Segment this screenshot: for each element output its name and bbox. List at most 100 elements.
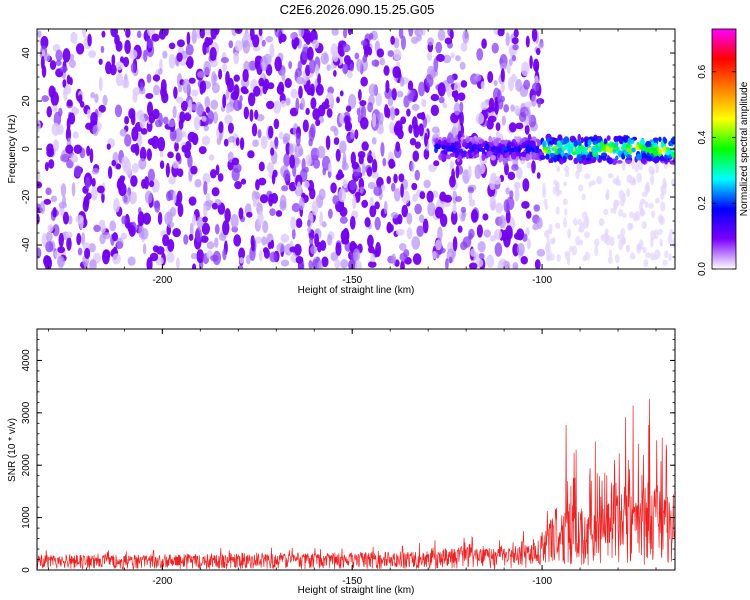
spectrogram-noise-cell — [643, 259, 649, 267]
spectrogram-noise-cell — [202, 216, 208, 223]
spectrogram-noise-cell — [430, 93, 440, 102]
spectrogram-noise-cell — [233, 51, 240, 65]
spectrogram-noise-cell — [277, 81, 285, 95]
spectrogram-signal-cell — [548, 140, 555, 145]
spectrogram-noise-cell — [430, 69, 437, 79]
spectrogram-noise-cell — [312, 39, 320, 49]
spectrogram-noise-cell — [70, 154, 78, 163]
spectrogram-noise-cell — [307, 226, 312, 234]
spectrogram-noise-cell — [433, 160, 440, 167]
spectrogram-noise-cell — [360, 105, 367, 121]
spectrogram-noise-cell — [72, 131, 79, 139]
spectrogram-noise-cell — [603, 208, 609, 216]
spectrogram-noise-cell — [280, 100, 287, 108]
spectrogram-noise-cell — [367, 234, 374, 248]
spectrogram-noise-cell — [274, 29, 282, 38]
spectrogram-noise-cell — [282, 136, 289, 145]
spectrogram-signal-cell — [591, 145, 597, 153]
spectrogram-signal-cell — [493, 149, 498, 154]
spectrogram-noise-cell — [629, 252, 636, 260]
spectrogram-noise-cell — [122, 56, 130, 68]
spectrogram-noise-cell — [71, 181, 76, 197]
spectrogram-noise-cell — [636, 243, 642, 254]
spectrogram-signal-cell — [535, 145, 540, 151]
spectrogram-noise-cell — [186, 31, 191, 46]
spectrogram-noise-cell — [470, 248, 476, 257]
spectrogram-noise-cell — [443, 194, 453, 203]
spectrogram-noise-cell — [218, 132, 223, 141]
spectrogram-noise-cell — [201, 115, 207, 122]
spectrogram-cells — [37, 29, 675, 269]
spectrogram-noise-cell — [615, 175, 620, 186]
spectrogram-noise-cell — [393, 188, 401, 202]
spectrogram-noise-cell — [270, 192, 279, 204]
spectrogram-noise-cell — [424, 132, 428, 147]
spectrogram-noise-cell — [505, 225, 513, 240]
spectrogram-noise-cell — [536, 172, 541, 179]
spectrogram-noise-cell — [442, 102, 447, 109]
spectrogram-noise-cell — [667, 234, 673, 245]
spectrogram-noise-cell — [502, 262, 509, 269]
spectrogram-noise-cell — [349, 240, 357, 252]
spectrogram-signal-cell — [437, 139, 442, 145]
spectrogram-noise-cell — [520, 61, 530, 77]
spectrogram-signal-cell — [472, 143, 478, 150]
spectrogram-noise-cell — [367, 261, 377, 268]
spectrogram-noise-cell — [75, 214, 84, 224]
spectrogram-noise-cell — [364, 217, 371, 228]
spectrogram-noise-cell — [258, 177, 267, 186]
spectrogram-signal-cell — [525, 153, 531, 161]
spectrogram-noise-cell — [294, 243, 302, 256]
spectrogram-noise-cell — [263, 78, 270, 91]
spectrogram-noise-cell — [452, 190, 458, 205]
spectrogram-noise-cell — [273, 118, 280, 130]
spectrogram-noise-cell — [196, 216, 204, 229]
spectrogram-noise-cell — [258, 29, 263, 37]
spectrogram-noise-cell — [621, 236, 627, 246]
spectrogram-noise-cell — [111, 159, 117, 167]
spectrogram-noise-cell — [57, 255, 65, 268]
spectrogram-noise-cell — [359, 99, 367, 107]
spectrogram-noise-cell — [288, 60, 293, 69]
spectrogram-noise-cell — [144, 190, 153, 204]
spectrogram-noise-cell — [43, 255, 51, 267]
spectrogram-noise-cell — [638, 202, 643, 213]
spectrogram-signal-cell — [496, 147, 502, 153]
spectrogram-noise-cell — [298, 85, 303, 99]
spectrogram-noise-cell — [362, 54, 368, 63]
spectrogram-noise-cell — [451, 125, 458, 139]
spectrogram-noise-cell — [457, 92, 466, 102]
spectrogram-signal-cell — [645, 140, 652, 148]
spectrogram-noise-cell — [400, 116, 407, 125]
spectrogram-noise-cell — [127, 256, 136, 266]
spectrogram-noise-cell — [209, 46, 217, 61]
spectrogram-noise-cell — [167, 151, 174, 159]
spectrogram-noise-cell — [142, 243, 147, 255]
spectrogram-noise-cell — [43, 198, 52, 205]
spectrogram-noise-cell — [349, 180, 357, 191]
spectrogram-noise-cell — [128, 49, 138, 60]
spectrogram-noise-cell — [210, 99, 219, 110]
spectrogram-noise-cell — [622, 212, 627, 218]
spectrogram-noise-cell — [222, 93, 227, 109]
spectrogram-signal-cell — [614, 141, 619, 147]
spectrogram-noise-cell — [419, 214, 425, 224]
spectrogram-noise-cell — [335, 242, 342, 256]
spectrogram-noise-cell — [130, 62, 136, 73]
spectrogram-noise-cell — [543, 230, 549, 238]
spectrogram-noise-cell — [494, 100, 499, 115]
spectrogram-noise-cell — [584, 251, 591, 261]
spectrogram-noise-cell — [319, 211, 324, 227]
spectrogram-noise-cell — [468, 199, 476, 207]
spectrogram-noise-cell — [357, 150, 366, 159]
spectrogram-noise-cell — [474, 73, 482, 82]
spectrogram-noise-cell — [145, 92, 154, 100]
spectrogram-noise-cell — [608, 249, 613, 257]
spectrogram-noise-cell — [427, 201, 436, 217]
spectrogram-noise-cell — [423, 148, 430, 160]
spectrogram-noise-cell — [407, 80, 414, 91]
spectrogram-noise-cell — [537, 98, 542, 108]
spectrogram-noise-cell — [462, 236, 472, 248]
spectrogram-noise-cell — [134, 142, 140, 156]
spectrogram-noise-cell — [393, 37, 400, 49]
